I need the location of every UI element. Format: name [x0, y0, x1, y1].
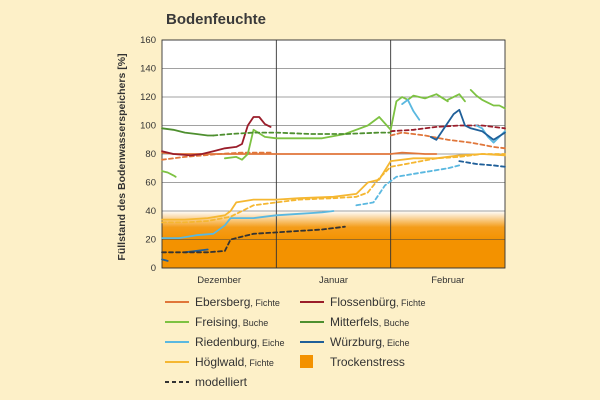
y-tick-label: 60 [145, 178, 156, 189]
legend-species: , Fichte [244, 358, 274, 368]
y-tick-label: 100 [140, 121, 156, 132]
legend-item-modelliert: modelliert [165, 375, 248, 389]
series-line-flossenbuerg-modelled [389, 124, 506, 133]
series-line-freising [469, 89, 506, 110]
legend-item-wuerzburg: Würzburg, Eiche [300, 335, 410, 349]
legend-label: Ebersberg, Fichte [195, 295, 280, 309]
y-tick-label: 160 [140, 35, 156, 46]
series-line-wuerzburg-modelled [458, 160, 506, 168]
series-line-riedenburg-modelled [355, 164, 461, 207]
x-tick-label: Dezember [197, 275, 241, 286]
chart-title: Bodenfeuchte [166, 11, 266, 28]
legend-item-hoeglwald: Höglwald, Fichte [165, 355, 274, 369]
series-line-flossenbuerg [161, 116, 272, 157]
series-line-wuerzburg [429, 108, 506, 141]
series-line-freising [223, 93, 449, 161]
drought-zone-gradient [162, 211, 505, 241]
legend-species: , Fichte [250, 298, 280, 308]
legend-name: modelliert [195, 375, 248, 389]
series-line-freising [446, 93, 466, 103]
legend-label: modelliert [195, 375, 248, 389]
x-tick-label: Februar [431, 275, 464, 286]
y-tick-label: 20 [145, 235, 156, 246]
y-axis-label: Füllstand des Bodenwasserspeichers [%] [116, 53, 128, 260]
legend-species: , Eiche [257, 338, 285, 348]
legend-name: Flossenbürg [330, 295, 396, 309]
legend-item-riedenburg: Riedenburg, Eiche [165, 335, 285, 349]
legend-label: Freising, Buche [195, 315, 268, 329]
legend-item-drought: Trockenstress [300, 355, 405, 369]
legend-name: Höglwald [195, 355, 244, 369]
x-tick-label: Januar [319, 275, 348, 286]
series-line-mitterfels [161, 127, 215, 137]
series-line-riedenburg [161, 210, 335, 240]
series-line-freising [161, 170, 177, 178]
legend-name: Trockenstress [330, 355, 405, 369]
legend-item-flossenbuerg: Flossenbürg, Fichte [300, 295, 426, 309]
legend-species: , Fichte [396, 298, 426, 308]
legend-label: Würzburg, Eiche [330, 335, 410, 349]
series-line-ebersberg-modelled [161, 151, 272, 161]
legend-item-mitterfels: Mitterfels, Buche [300, 315, 409, 329]
legend-species: , Buche [379, 318, 410, 328]
legend: Ebersberg, Fichte Flossenbürg, FichteFrei… [165, 295, 426, 389]
y-tick-label: 140 [140, 64, 156, 75]
legend-label: Trockenstress [330, 355, 405, 369]
legend-name: Riedenburg [195, 335, 257, 349]
series-line-mitterfels-modelled [212, 131, 392, 137]
y-tick-label: 80 [145, 149, 156, 160]
y-tick-label: 120 [140, 92, 156, 103]
legend-label: Mitterfels, Buche [330, 315, 409, 329]
legend-label: Höglwald, Fichte [195, 355, 274, 369]
series-line-wuerzburg [161, 258, 169, 262]
legend-swatch-drought [300, 355, 313, 368]
y-tick-label: 40 [145, 206, 156, 217]
legend-name: Würzburg [330, 335, 382, 349]
legend-label: Riedenburg, Eiche [195, 335, 285, 349]
legend-name: Mitterfels [330, 315, 379, 329]
legend-name: Freising [195, 315, 238, 329]
series-line-ebersberg-modelled [389, 131, 506, 150]
legend-item-freising: Freising, Buche [165, 315, 268, 329]
legend-label: Flossenbürg, Fichte [330, 295, 426, 309]
series-line-modelliert-modelled [161, 225, 346, 254]
y-tick-label: 0 [151, 263, 156, 274]
legend-name: Ebersberg [195, 295, 250, 309]
series-line-riedenburg [401, 98, 421, 121]
series-line-ebersberg [161, 151, 438, 155]
plot-area: 0 20 40 60 80 100 120 140 160 Dezember Januar Febru… [140, 35, 506, 286]
drought-zone [162, 239, 505, 268]
series-line-hoeglwald-modelled [161, 153, 506, 224]
legend-species: , Buche [238, 318, 269, 328]
legend-species: , Eiche [382, 338, 410, 348]
series-line-wuerzburg [183, 248, 209, 254]
legend-item-ebersberg: Ebersberg, Fichte [165, 295, 280, 309]
